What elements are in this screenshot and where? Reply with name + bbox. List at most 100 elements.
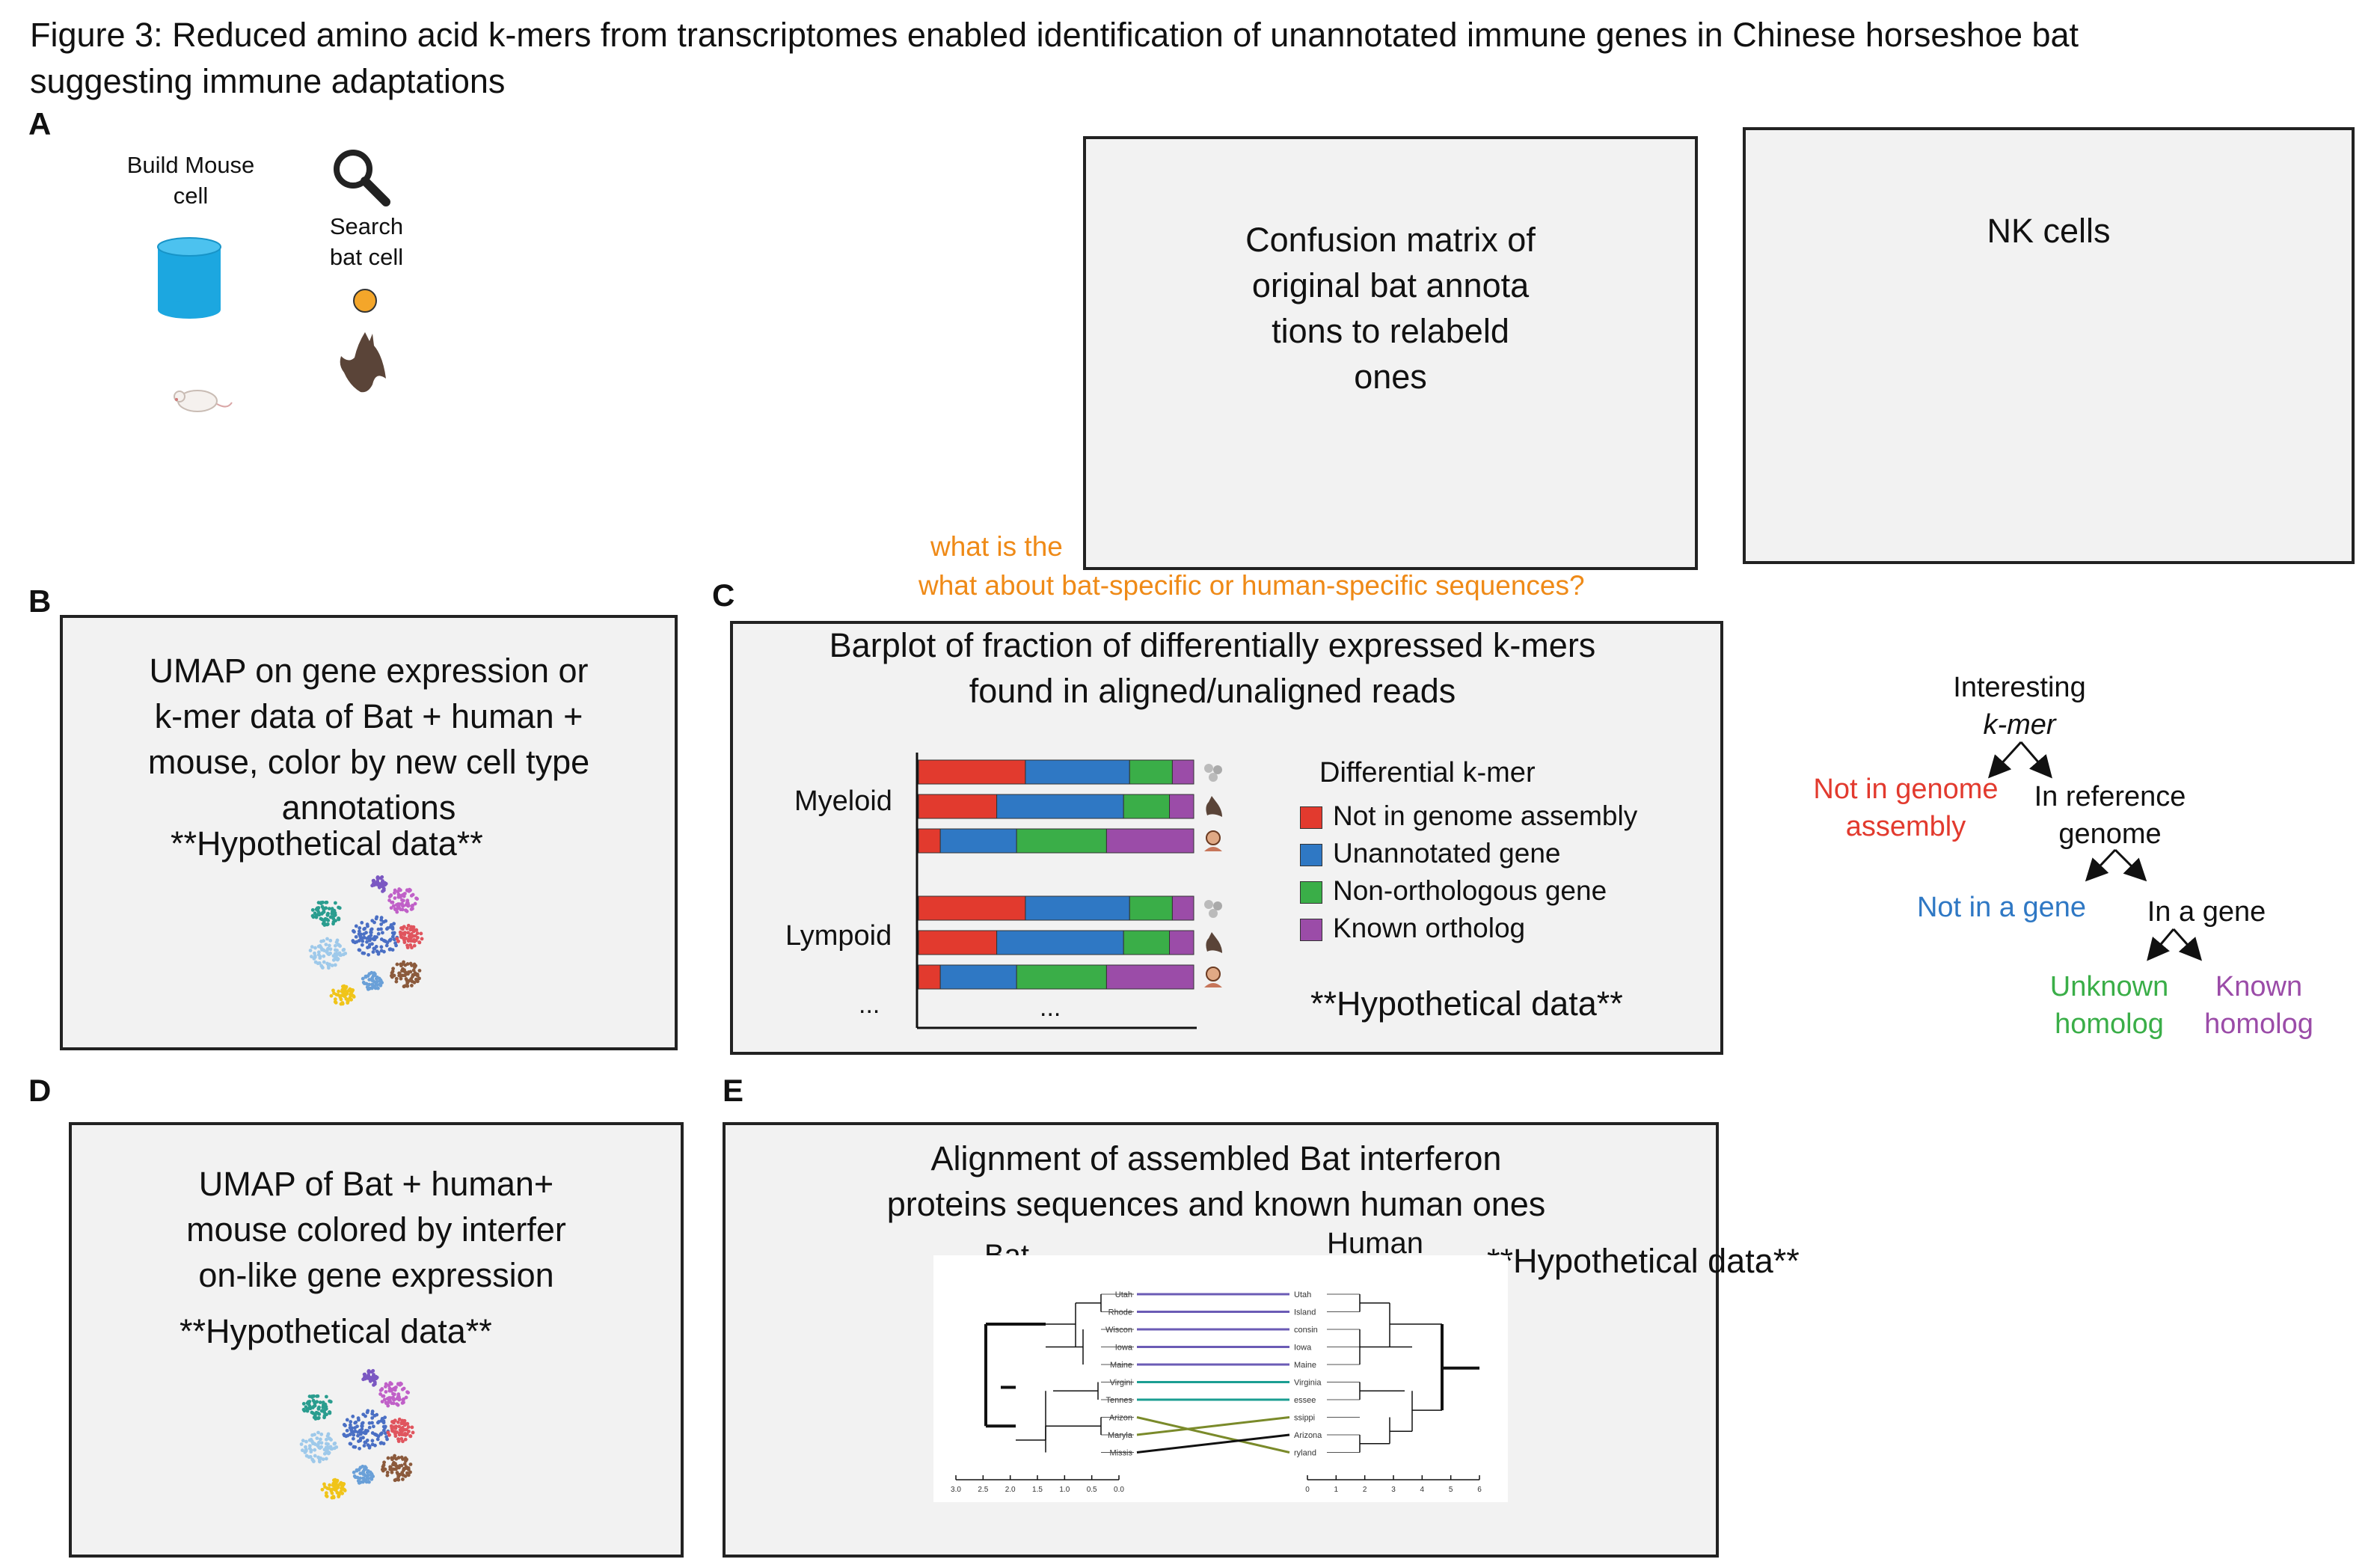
bat-leaf-label: Maryla bbox=[1108, 1431, 1133, 1440]
bar-segment-myeloid-bat-2 bbox=[1123, 794, 1171, 819]
bat-leaf-label: Arizon bbox=[1109, 1414, 1132, 1423]
human-axis-tick: 5 bbox=[1449, 1486, 1453, 1494]
bar-segment-myeloid-mouse-2 bbox=[1129, 759, 1173, 785]
mouse-icon bbox=[174, 390, 233, 412]
group-label-myeloid: Myeloid bbox=[794, 785, 892, 817]
search-bat-cell-label: Search bat cell bbox=[329, 213, 404, 270]
panel-label-b: B bbox=[28, 584, 52, 619]
umap-thumbnail-d bbox=[299, 1369, 415, 1500]
human-axis-tick: 3 bbox=[1391, 1486, 1396, 1494]
confusion-matrix-text: Confusion matrix of original bat annota … bbox=[1245, 221, 1536, 396]
tanglegram: Utah Rhode Wiscon Iowa Maine Virgini Tennes Ari… bbox=[933, 1255, 1508, 1502]
bar-segment-lympoid-bat-3 bbox=[1169, 930, 1194, 955]
panel-d-hypothetical-note: **Hypothetical data** bbox=[180, 1312, 492, 1350]
bar-segment-lympoid-mouse-3 bbox=[1171, 895, 1194, 921]
human-axis-tick: 6 bbox=[1477, 1486, 1482, 1494]
legend-label: Not in genome assembly bbox=[1333, 800, 1638, 831]
panel-b-text: UMAP on gene expression or k-mer data of… bbox=[147, 652, 590, 827]
bar-segment-myeloid-mouse-3 bbox=[1171, 759, 1194, 785]
legend-swatch bbox=[1300, 844, 1322, 866]
bat-cell-dot-icon bbox=[353, 289, 377, 313]
tree-not-in-genome: Not in genome assembly bbox=[1813, 774, 1999, 842]
panel-label-d: D bbox=[28, 1073, 52, 1108]
panel-label-e: E bbox=[723, 1073, 744, 1108]
figure-title-line1: Figure 3: Reduced amino acid k-mers from… bbox=[30, 16, 2079, 54]
panel-c-hypothetical-note: **Hypothetical data** bbox=[1310, 984, 1623, 1023]
panel-d-box bbox=[69, 1122, 684, 1558]
human-leaf-label: Iowa bbox=[1294, 1344, 1312, 1353]
human-axis-tick: 2 bbox=[1363, 1486, 1367, 1494]
bat-leaf-label: Virgini bbox=[1110, 1379, 1132, 1388]
tree-in-a-gene: In a gene bbox=[2147, 896, 2266, 928]
bar-segment-myeloid-human-3 bbox=[1105, 828, 1194, 854]
bat-axis-tick: 0.5 bbox=[1087, 1486, 1097, 1494]
bar-segment-lympoid-mouse-2 bbox=[1129, 895, 1173, 921]
panel-b-hypothetical-note: **Hypothetical data** bbox=[171, 824, 483, 863]
figure-title-line2: suggesting immune adaptations bbox=[30, 62, 506, 100]
bar-segment-myeloid-bat-3 bbox=[1169, 794, 1194, 819]
bat-leaf-label: Utah bbox=[1115, 1290, 1132, 1299]
legend-label: Unannotated gene bbox=[1333, 838, 1561, 869]
legend-swatch bbox=[1300, 881, 1322, 904]
umap-thumbnail-b bbox=[308, 875, 424, 1006]
panel-c-box bbox=[730, 621, 1723, 1055]
legend-swatch bbox=[1300, 919, 1322, 941]
bar-segment-myeloid-mouse-0 bbox=[918, 759, 1026, 785]
bat-leaf-label: Tennes bbox=[1106, 1396, 1133, 1405]
mouse-species-icon bbox=[1204, 764, 1222, 782]
group-label-lympoid: Lympoid bbox=[785, 920, 892, 952]
panel-label-a: A bbox=[28, 106, 52, 141]
bar-segment-lympoid-human-3 bbox=[1105, 964, 1194, 990]
bat-axis-tick: 2.5 bbox=[978, 1486, 988, 1494]
y-ellipsis: ... bbox=[859, 990, 880, 1019]
bat-species-icon bbox=[1206, 932, 1222, 953]
tree-unknown-homolog: Unknown homolog bbox=[2049, 971, 2169, 1040]
bar-segment-myeloid-human-1 bbox=[939, 828, 1017, 854]
human-species-icon bbox=[1204, 967, 1222, 987]
human-leaf-label: ryland bbox=[1294, 1449, 1316, 1458]
tree-not-in-a-gene: Not in a gene bbox=[1916, 892, 2087, 923]
human-leaf-label: Virginia bbox=[1294, 1379, 1322, 1388]
bar-segment-lympoid-human-1 bbox=[939, 964, 1017, 990]
panel-c-title: Barplot of fraction of differentially ex… bbox=[829, 626, 1596, 710]
human-leaf-label: Maine bbox=[1294, 1361, 1316, 1370]
bat-leaf-label: Rhode bbox=[1108, 1308, 1132, 1317]
human-leaf-label: consin bbox=[1294, 1326, 1318, 1335]
bat-axis-tick: 3.0 bbox=[951, 1486, 961, 1494]
bar-segment-lympoid-bat-2 bbox=[1123, 930, 1171, 955]
legend-label: Known ortholog bbox=[1333, 913, 1526, 943]
bar-segment-myeloid-bat-1 bbox=[996, 794, 1124, 819]
human-leaf-label: essee bbox=[1294, 1396, 1316, 1405]
tree-known-homolog: Known homolog bbox=[2204, 971, 2313, 1040]
bar-segment-myeloid-mouse-1 bbox=[1025, 759, 1130, 785]
bat-axis-tick: 1.5 bbox=[1032, 1486, 1043, 1494]
bar-segment-lympoid-bat-1 bbox=[996, 930, 1124, 955]
nk-cells-placeholder-box bbox=[1743, 127, 2355, 564]
tree-root: Interesting k-mer bbox=[1953, 672, 2086, 741]
legend-title: Differential k-mer bbox=[1319, 757, 1536, 788]
bat-axis-tick: 0.0 bbox=[1114, 1486, 1124, 1494]
bar-segment-lympoid-mouse-0 bbox=[918, 895, 1026, 921]
legend: Not in genome assembly Unannotated gene No… bbox=[1300, 800, 1719, 965]
bat-axis-tick: 2.0 bbox=[1005, 1486, 1016, 1494]
bar-segment-myeloid-human-2 bbox=[1016, 828, 1107, 854]
human-axis-tick: 1 bbox=[1334, 1486, 1339, 1494]
panel-b-box bbox=[60, 615, 678, 1050]
bar-segment-myeloid-human-0 bbox=[918, 828, 941, 854]
tree-arrows bbox=[1987, 741, 2203, 961]
orange-annotation-1: what is the bbox=[930, 531, 1063, 562]
bar-segment-myeloid-bat-0 bbox=[918, 794, 998, 819]
figure-title: Figure 3: Reduced amino acid k-mers from… bbox=[30, 12, 2364, 105]
database-cylinder-icon bbox=[157, 237, 221, 319]
bar-segment-lympoid-human-2 bbox=[1016, 964, 1107, 990]
stacked-bar-chart bbox=[915, 753, 1222, 1029]
mouse-species-icon bbox=[1204, 900, 1222, 918]
human-leaf-label: ssippi bbox=[1294, 1414, 1315, 1423]
bar-segment-lympoid-mouse-1 bbox=[1025, 895, 1130, 921]
x-ellipsis: ... bbox=[1040, 993, 1061, 1022]
human-leaf-label: Arizona bbox=[1294, 1431, 1322, 1440]
legend-label: Non-orthologous gene bbox=[1333, 875, 1607, 906]
bat-axis-tick: 1.0 bbox=[1059, 1486, 1070, 1494]
tree-in-reference-genome: In reference genome bbox=[2034, 781, 2186, 850]
panel-d-text: UMAP of Bat + human+ mouse colored by in… bbox=[186, 1165, 566, 1294]
